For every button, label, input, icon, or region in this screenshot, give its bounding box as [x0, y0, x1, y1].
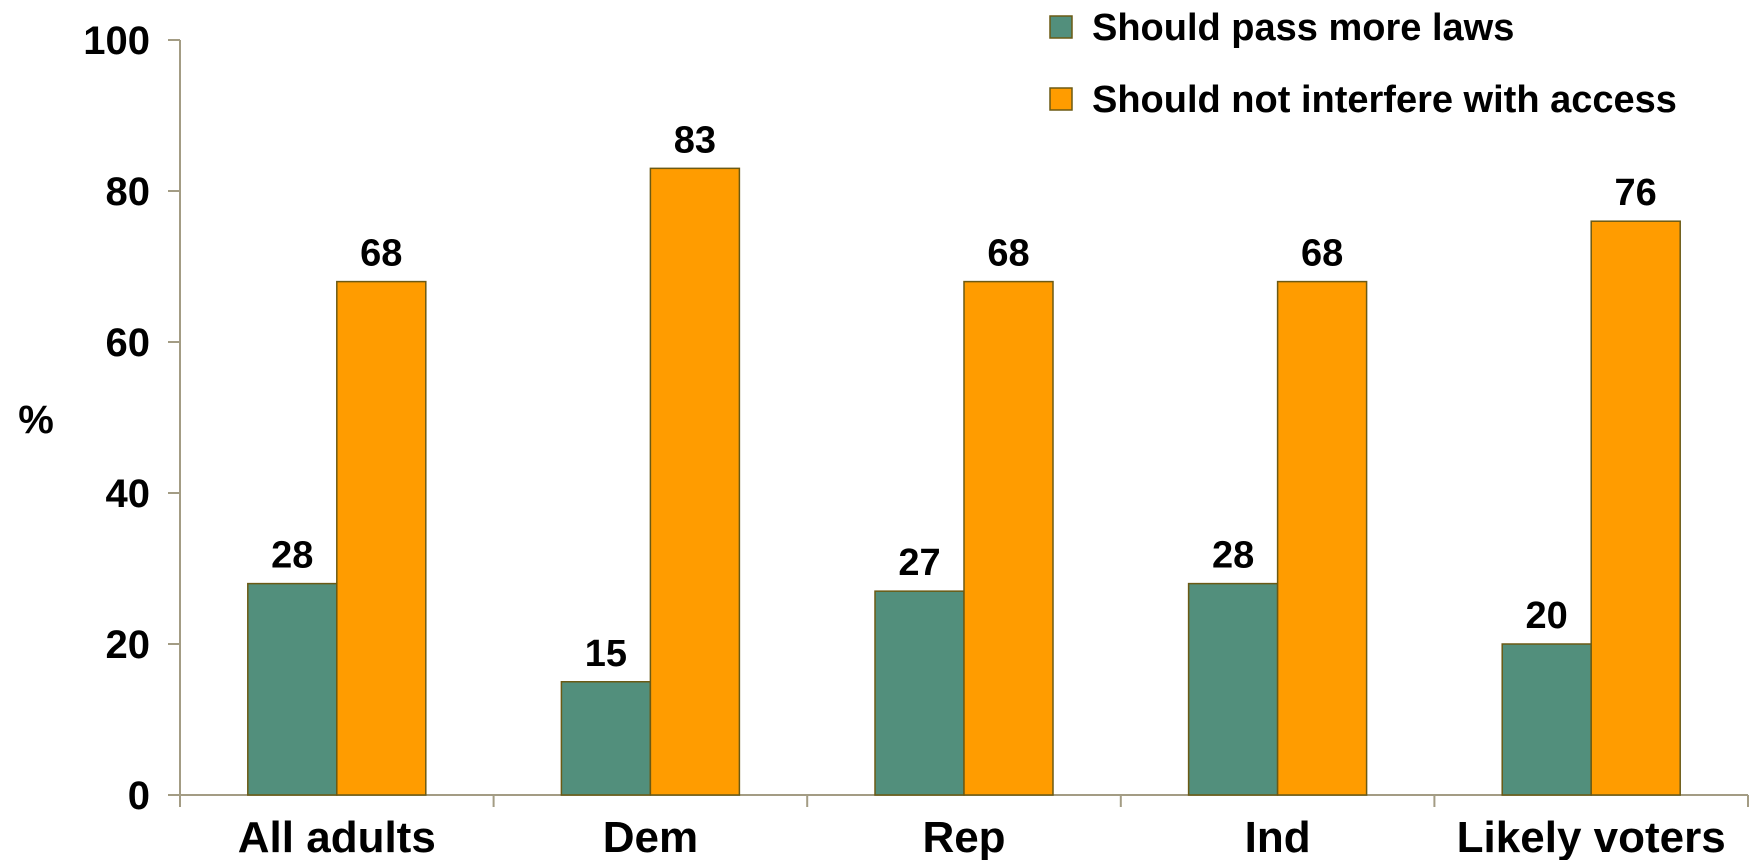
- y-tick-label: 100: [83, 19, 150, 63]
- bar: [963, 280, 1054, 796]
- axes: 0 20 40 60 80 100 All adults Dem Rep Ind Likely vo…: [83, 19, 1749, 860]
- y-tick-label: 80: [106, 170, 151, 214]
- x-tick-label: Ind: [1245, 813, 1311, 860]
- x-tick-label: All adults: [238, 813, 436, 860]
- y-tick-label: 0: [128, 774, 150, 818]
- x-tick-label: Dem: [603, 813, 698, 860]
- data-label: 28: [1212, 535, 1254, 577]
- data-label: 15: [585, 633, 627, 675]
- x-tick-label: Likely voters: [1457, 813, 1726, 860]
- legend-label: Should not interfere with access: [1092, 79, 1677, 121]
- y-axis-label: %: [18, 398, 54, 442]
- y-tick-label: 40: [106, 472, 151, 516]
- bar: [1187, 582, 1279, 796]
- bar: [1501, 643, 1592, 796]
- data-labels: 28 68 15 83 27 68 28 68 20 76: [271, 119, 1657, 674]
- y-tick-label: 60: [106, 321, 151, 365]
- bar: [336, 280, 427, 796]
- data-label: 68: [1301, 233, 1343, 275]
- bar: [1276, 280, 1368, 796]
- bar: [649, 167, 741, 796]
- data-label: 68: [360, 233, 402, 275]
- data-label: 76: [1615, 172, 1657, 214]
- x-tick-label: Rep: [922, 813, 1005, 860]
- legend: Should pass more laws Should not interfer…: [1049, 7, 1677, 121]
- legend-swatch: [1049, 15, 1073, 39]
- y-tick-label: 20: [106, 623, 151, 667]
- bars: [247, 167, 1681, 796]
- bar: [247, 582, 338, 796]
- data-label: 27: [898, 542, 940, 584]
- legend-label: Should pass more laws: [1092, 7, 1514, 49]
- data-label: 20: [1526, 595, 1568, 637]
- data-label: 28: [271, 535, 313, 577]
- data-label: 83: [674, 119, 716, 161]
- bar: [1590, 220, 1681, 796]
- bar: [560, 681, 652, 796]
- data-label: 68: [987, 233, 1029, 275]
- legend-swatch: [1049, 87, 1073, 111]
- bar: [874, 590, 965, 796]
